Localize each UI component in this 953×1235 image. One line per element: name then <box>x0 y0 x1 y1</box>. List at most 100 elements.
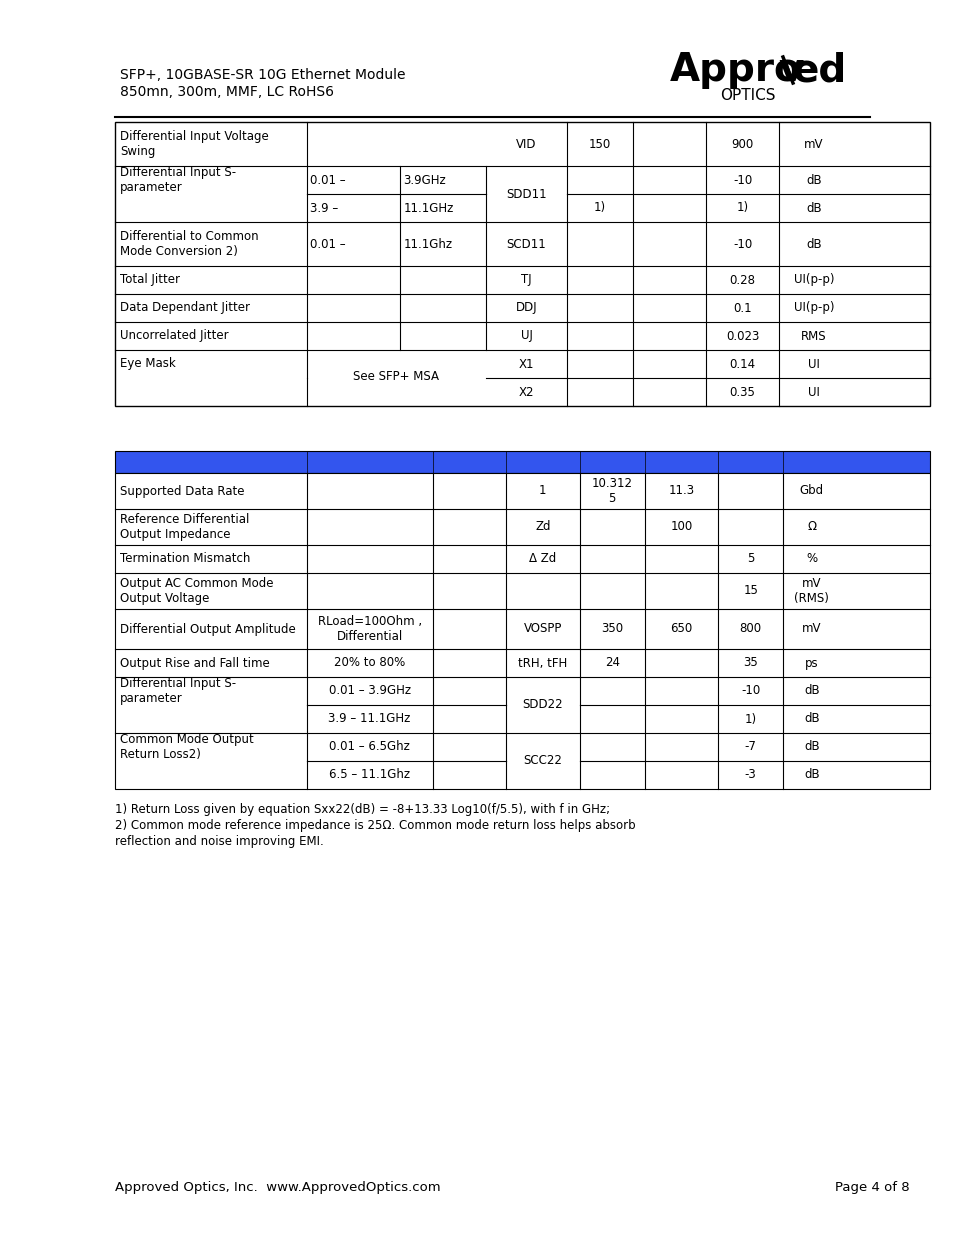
Text: UJ: UJ <box>520 330 532 342</box>
Text: SDD22: SDD22 <box>522 699 562 711</box>
Text: 0.28: 0.28 <box>729 273 755 287</box>
Text: 3.9GHz: 3.9GHz <box>403 173 446 186</box>
Text: Common Mode Output
Return Loss2): Common Mode Output Return Loss2) <box>120 734 253 761</box>
Text: -10: -10 <box>732 237 751 251</box>
Text: 850mn, 300m, MMF, LC RoHS6: 850mn, 300m, MMF, LC RoHS6 <box>120 85 334 99</box>
Text: X2: X2 <box>518 385 534 399</box>
Text: 0.14: 0.14 <box>729 357 755 370</box>
Text: 0.01 – 6.5Ghz: 0.01 – 6.5Ghz <box>329 741 410 753</box>
Text: 0.01 – 3.9GHz: 0.01 – 3.9GHz <box>328 684 411 698</box>
Text: 24: 24 <box>604 657 619 669</box>
Text: 0.1: 0.1 <box>733 301 751 315</box>
Text: RLoad=100Ohm ,
Differential: RLoad=100Ohm , Differential <box>317 615 421 643</box>
Text: Differential Input Voltage
Swing: Differential Input Voltage Swing <box>120 130 269 158</box>
Text: 650: 650 <box>670 622 692 636</box>
Text: SFP+, 10GBASE-SR 10G Ethernet Module: SFP+, 10GBASE-SR 10G Ethernet Module <box>120 68 405 82</box>
Text: 11.1Ghz: 11.1Ghz <box>403 237 452 251</box>
Text: 150: 150 <box>588 137 611 151</box>
Text: 20% to 80%: 20% to 80% <box>334 657 405 669</box>
Text: mV: mV <box>801 622 821 636</box>
Bar <box>115 451 929 473</box>
Text: UI: UI <box>807 385 819 399</box>
Text: 1): 1) <box>593 201 605 215</box>
Text: Reference Differential
Output Impedance: Reference Differential Output Impedance <box>120 513 249 541</box>
Text: VID: VID <box>516 137 537 151</box>
Text: ps: ps <box>804 657 818 669</box>
Text: v: v <box>778 51 802 89</box>
Text: ed: ed <box>791 51 845 89</box>
Text: 350: 350 <box>600 622 622 636</box>
Text: Termination Mismatch: Termination Mismatch <box>120 552 250 566</box>
Text: TJ: TJ <box>520 273 532 287</box>
Text: 0.35: 0.35 <box>729 385 755 399</box>
Text: 15: 15 <box>742 584 758 598</box>
Text: 100: 100 <box>670 520 692 534</box>
Text: Gbd: Gbd <box>799 484 823 498</box>
Text: 900: 900 <box>731 137 753 151</box>
Text: VOSPP: VOSPP <box>523 622 561 636</box>
Text: dB: dB <box>805 173 821 186</box>
Text: SDD11: SDD11 <box>506 188 546 200</box>
Text: 1): 1) <box>736 201 748 215</box>
Text: Approved Optics, Inc.  www.ApprovedOptics.com: Approved Optics, Inc. www.ApprovedOptics… <box>115 1181 440 1193</box>
Text: -3: -3 <box>744 768 756 782</box>
Text: Output AC Common Mode
Output Voltage: Output AC Common Mode Output Voltage <box>120 577 274 605</box>
Bar <box>115 122 929 406</box>
Text: Output Rise and Fall time: Output Rise and Fall time <box>120 657 270 669</box>
Text: dB: dB <box>803 713 819 725</box>
Text: SCD11: SCD11 <box>506 237 546 251</box>
Text: -10: -10 <box>740 684 760 698</box>
Text: Differential Input S-
parameter: Differential Input S- parameter <box>120 165 236 194</box>
Text: reflection and noise improving EMI.: reflection and noise improving EMI. <box>115 835 323 848</box>
Text: 0.023: 0.023 <box>725 330 759 342</box>
Text: mV
(RMS): mV (RMS) <box>794 577 828 605</box>
Text: X1: X1 <box>518 357 534 370</box>
Text: -10: -10 <box>732 173 751 186</box>
Text: Total Jitter: Total Jitter <box>120 273 180 287</box>
Text: 3.9 –: 3.9 – <box>309 201 337 215</box>
Text: SCC22: SCC22 <box>523 755 561 767</box>
Text: 0.01 –: 0.01 – <box>309 237 345 251</box>
Text: 5: 5 <box>746 552 754 566</box>
Text: -7: -7 <box>744 741 756 753</box>
Text: dB: dB <box>803 684 819 698</box>
Text: Zd: Zd <box>535 520 550 534</box>
Text: 2) Common mode reference impedance is 25Ω. Common mode return loss helps absorb: 2) Common mode reference impedance is 25… <box>115 819 635 832</box>
Text: Eye Mask: Eye Mask <box>120 357 175 370</box>
Text: Uncorrelated Jitter: Uncorrelated Jitter <box>120 330 229 342</box>
Text: DDJ: DDJ <box>516 301 537 315</box>
Text: UI: UI <box>807 357 819 370</box>
Text: dB: dB <box>803 741 819 753</box>
Bar <box>115 473 929 789</box>
Text: 11.3: 11.3 <box>668 484 694 498</box>
Text: 800: 800 <box>739 622 760 636</box>
Text: Page 4 of 8: Page 4 of 8 <box>834 1181 908 1193</box>
Text: Differential to Common
Mode Conversion 2): Differential to Common Mode Conversion 2… <box>120 230 258 258</box>
Text: 3.9 – 11.1GHz: 3.9 – 11.1GHz <box>328 713 411 725</box>
Text: Appro: Appro <box>669 51 801 89</box>
Text: 10.312
5: 10.312 5 <box>591 477 632 505</box>
Text: dB: dB <box>803 768 819 782</box>
Text: dB: dB <box>805 237 821 251</box>
Text: See SFP+ MSA: See SFP+ MSA <box>353 370 438 384</box>
Text: 1: 1 <box>538 484 546 498</box>
Text: 6.5 – 11.1Ghz: 6.5 – 11.1Ghz <box>329 768 410 782</box>
Text: 0.01 –: 0.01 – <box>309 173 345 186</box>
Text: Δ Zd: Δ Zd <box>529 552 556 566</box>
Text: OPTICS: OPTICS <box>720 88 775 103</box>
Text: Supported Data Rate: Supported Data Rate <box>120 484 244 498</box>
Text: mV: mV <box>803 137 822 151</box>
Text: Differential Output Amplitude: Differential Output Amplitude <box>120 622 295 636</box>
Text: dB: dB <box>805 201 821 215</box>
Text: Ω: Ω <box>806 520 816 534</box>
Text: 1): 1) <box>744 713 756 725</box>
Text: 35: 35 <box>742 657 758 669</box>
Text: Data Dependant Jitter: Data Dependant Jitter <box>120 301 250 315</box>
Text: 1) Return Loss given by equation Sxx22(dB) = -8+13.33 Log10(f/5.5), with f in GH: 1) Return Loss given by equation Sxx22(d… <box>115 803 610 816</box>
Text: %: % <box>805 552 817 566</box>
Text: tRH, tFH: tRH, tFH <box>517 657 567 669</box>
Text: 11.1GHz: 11.1GHz <box>403 201 453 215</box>
Text: RMS: RMS <box>801 330 826 342</box>
Text: UI(p-p): UI(p-p) <box>793 301 833 315</box>
Text: Differential Input S-
parameter: Differential Input S- parameter <box>120 677 236 705</box>
